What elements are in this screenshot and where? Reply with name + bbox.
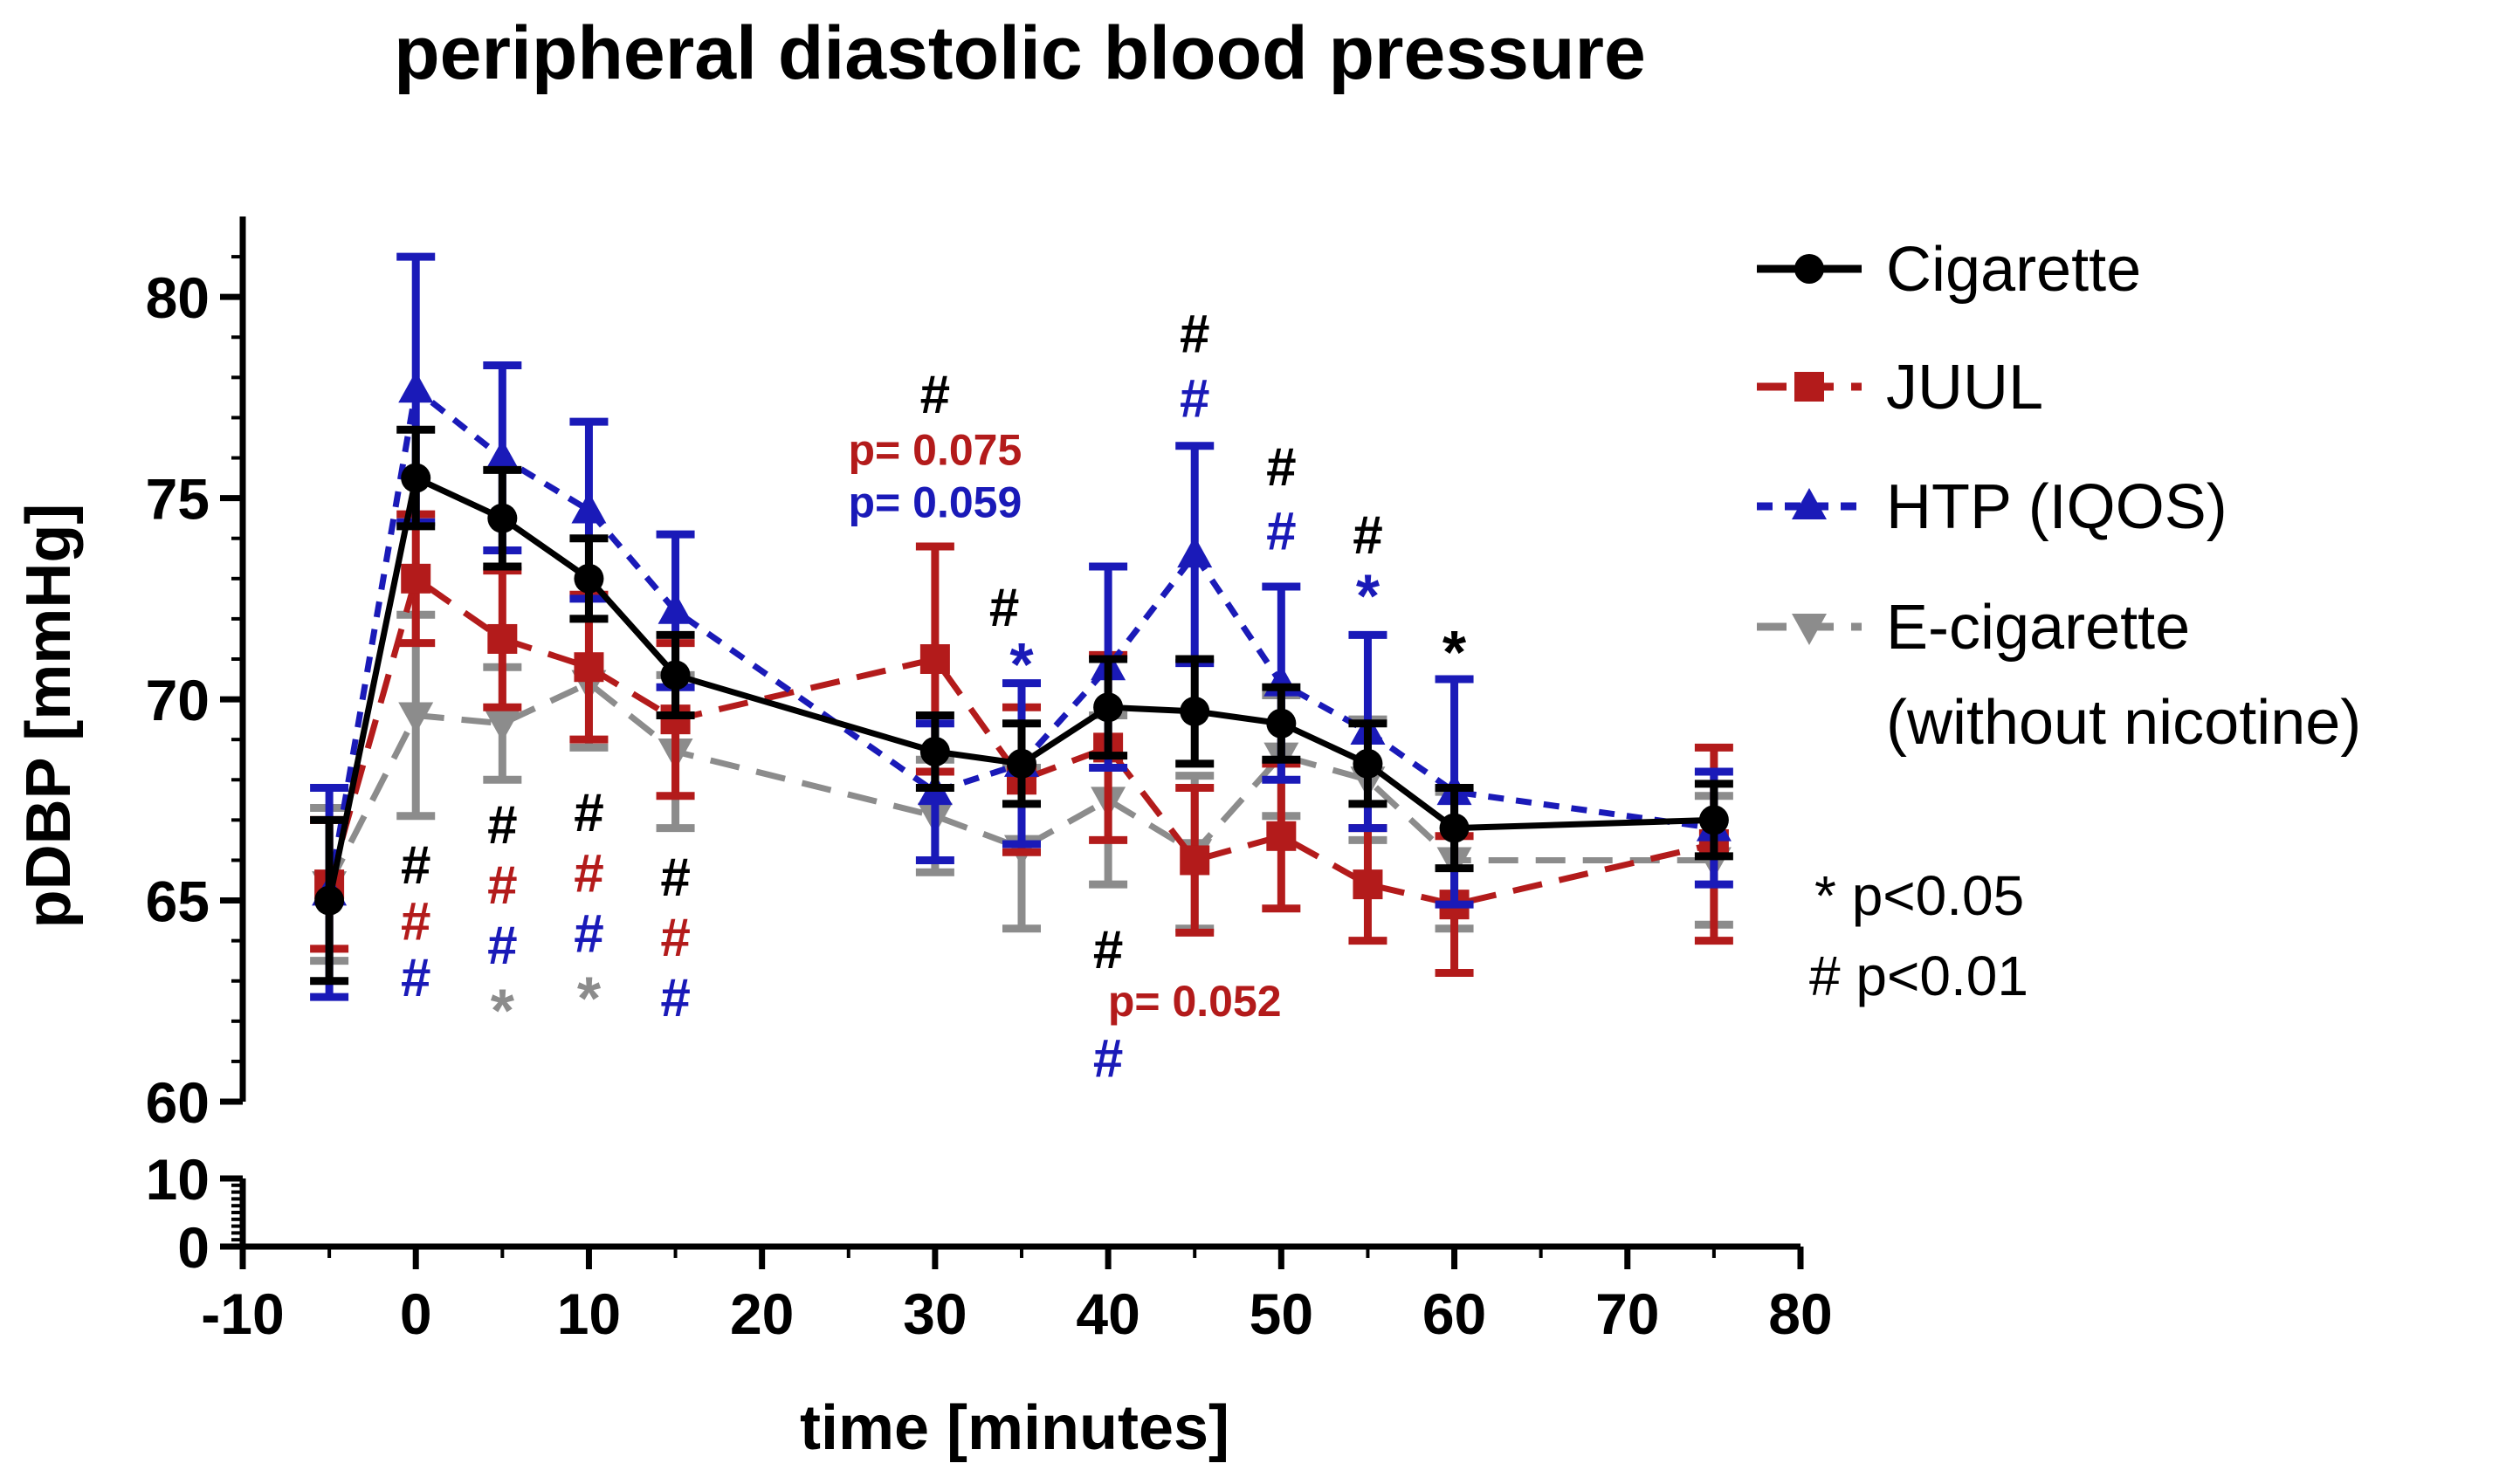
x-tick-label: 0 bbox=[400, 1281, 432, 1346]
data-point bbox=[660, 660, 691, 690]
data-point bbox=[658, 592, 693, 624]
p-value-annotation: p= 0.059 bbox=[849, 478, 1022, 527]
x-axis-label: time [minutes] bbox=[800, 1393, 1229, 1463]
legend-label: JUUL bbox=[1886, 353, 2043, 423]
data-point bbox=[1007, 748, 1036, 779]
x-tick-label: 10 bbox=[557, 1281, 621, 1346]
x-tick-label: 60 bbox=[1422, 1281, 1486, 1346]
significance-key: * p<0.05 # p<0.01 bbox=[1809, 864, 2028, 1007]
y-axis-label: pDBP [mmHg] bbox=[14, 504, 84, 929]
p-value-annotation: p= 0.052 bbox=[1108, 977, 1282, 1026]
data-point bbox=[1439, 813, 1470, 843]
data-point bbox=[487, 503, 518, 533]
y-tick-label: 70 bbox=[146, 668, 210, 732]
legend: Cigarette JUUL HTP (IQOS) E-cigarette (witho… bbox=[1757, 235, 2361, 758]
significance-marker: # bbox=[574, 843, 603, 903]
data-point bbox=[1266, 708, 1297, 739]
data-point bbox=[1353, 869, 1383, 900]
data-point bbox=[574, 563, 604, 594]
legend-label: (without nicotine) bbox=[1886, 688, 2361, 758]
legend-label: Cigarette bbox=[1886, 235, 2141, 305]
x-tick-label: 40 bbox=[1076, 1281, 1140, 1346]
legend-swatch-marker bbox=[1792, 614, 1827, 645]
y-tick-label: 0 bbox=[177, 1215, 210, 1280]
significance-key-star: * p<0.05 bbox=[1814, 864, 2024, 927]
significance-marker: # bbox=[1093, 920, 1123, 980]
significance-marker: # bbox=[1180, 305, 1209, 365]
x-tick-label: 50 bbox=[1250, 1281, 1313, 1346]
data-point bbox=[401, 463, 431, 493]
legend-swatch-marker bbox=[1794, 372, 1824, 402]
chart-title: peripheral diastolic blood pressure bbox=[394, 11, 1646, 95]
data-point bbox=[574, 652, 604, 683]
significance-marker: # bbox=[660, 968, 690, 1028]
significance-marker: # bbox=[1266, 437, 1296, 498]
significance-marker: # bbox=[574, 783, 603, 843]
legend-swatch-marker bbox=[1792, 488, 1827, 519]
x-tick-label: 30 bbox=[903, 1281, 967, 1346]
data-point bbox=[1353, 748, 1383, 779]
significance-marker: * bbox=[491, 976, 515, 1044]
legend-swatch-marker bbox=[1794, 254, 1824, 284]
significance-marker: # bbox=[1180, 368, 1209, 429]
data-point bbox=[401, 563, 431, 594]
data-point bbox=[1266, 821, 1297, 851]
x-tick-label: 80 bbox=[1768, 1281, 1832, 1346]
series-cigarette bbox=[310, 425, 1733, 986]
y-tick-label: 10 bbox=[146, 1147, 210, 1212]
data-point bbox=[485, 439, 520, 471]
y-tick-label: 80 bbox=[146, 265, 210, 330]
data-point bbox=[1177, 536, 1213, 568]
data-point bbox=[485, 710, 520, 742]
data-point bbox=[1093, 692, 1124, 723]
x-tick-label: 20 bbox=[730, 1281, 794, 1346]
x-tick-label: 70 bbox=[1595, 1281, 1659, 1346]
p-value-annotation: p= 0.075 bbox=[849, 426, 1022, 475]
significance-marker: * bbox=[577, 965, 602, 1033]
significance-marker: # bbox=[401, 892, 430, 952]
data-point bbox=[487, 623, 518, 654]
data-point bbox=[398, 371, 434, 403]
data-point bbox=[1180, 696, 1210, 726]
significance-marker: * bbox=[1009, 630, 1034, 698]
data-point bbox=[398, 702, 434, 734]
significance-marker: # bbox=[401, 835, 430, 896]
significance-marker: # bbox=[487, 855, 517, 916]
y-tick-label: 60 bbox=[146, 1070, 210, 1135]
significance-marker: * bbox=[1356, 562, 1380, 630]
significance-marker: # bbox=[487, 795, 517, 855]
y-tick-label: 75 bbox=[146, 467, 210, 532]
significance-marker: # bbox=[1266, 502, 1296, 562]
significance-marker: # bbox=[487, 916, 517, 976]
legend-label: HTP (IQOS) bbox=[1886, 472, 2227, 542]
significance-marker: # bbox=[660, 848, 690, 908]
legend-label: E-cigarette bbox=[1886, 593, 2190, 663]
significance-marker: # bbox=[401, 948, 430, 1008]
significance-marker: # bbox=[660, 908, 690, 968]
data-point bbox=[1698, 805, 1729, 835]
significance-marker: # bbox=[1093, 1028, 1123, 1089]
y-tick-label: 65 bbox=[146, 869, 210, 934]
significance-marker: * bbox=[1442, 618, 1467, 686]
significance-marker: # bbox=[1353, 505, 1382, 566]
data-point bbox=[571, 491, 607, 524]
x-tick-label: -10 bbox=[201, 1281, 284, 1346]
data-point bbox=[1180, 845, 1210, 876]
data-point bbox=[919, 644, 950, 674]
significance-marker: # bbox=[920, 365, 950, 425]
significance-marker: # bbox=[989, 578, 1019, 638]
significance-marker: # bbox=[574, 903, 603, 964]
data-point bbox=[919, 737, 950, 767]
data-point bbox=[314, 885, 345, 916]
significance-key-hash: # p<0.01 bbox=[1809, 945, 2028, 1007]
